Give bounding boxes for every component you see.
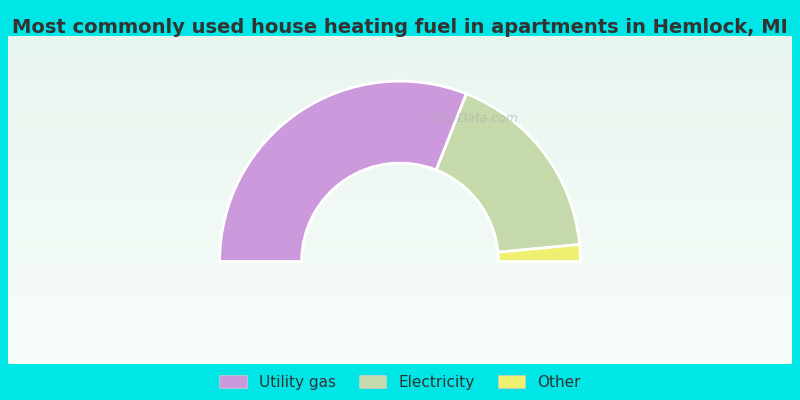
Wedge shape	[498, 244, 581, 262]
Legend: Utility gas, Electricity, Other: Utility gas, Electricity, Other	[213, 368, 587, 396]
Text: Most commonly used house heating fuel in apartments in Hemlock, MI: Most commonly used house heating fuel in…	[12, 18, 788, 37]
Wedge shape	[220, 81, 466, 262]
Wedge shape	[436, 94, 579, 252]
Text: City-Data.com: City-Data.com	[430, 112, 518, 124]
